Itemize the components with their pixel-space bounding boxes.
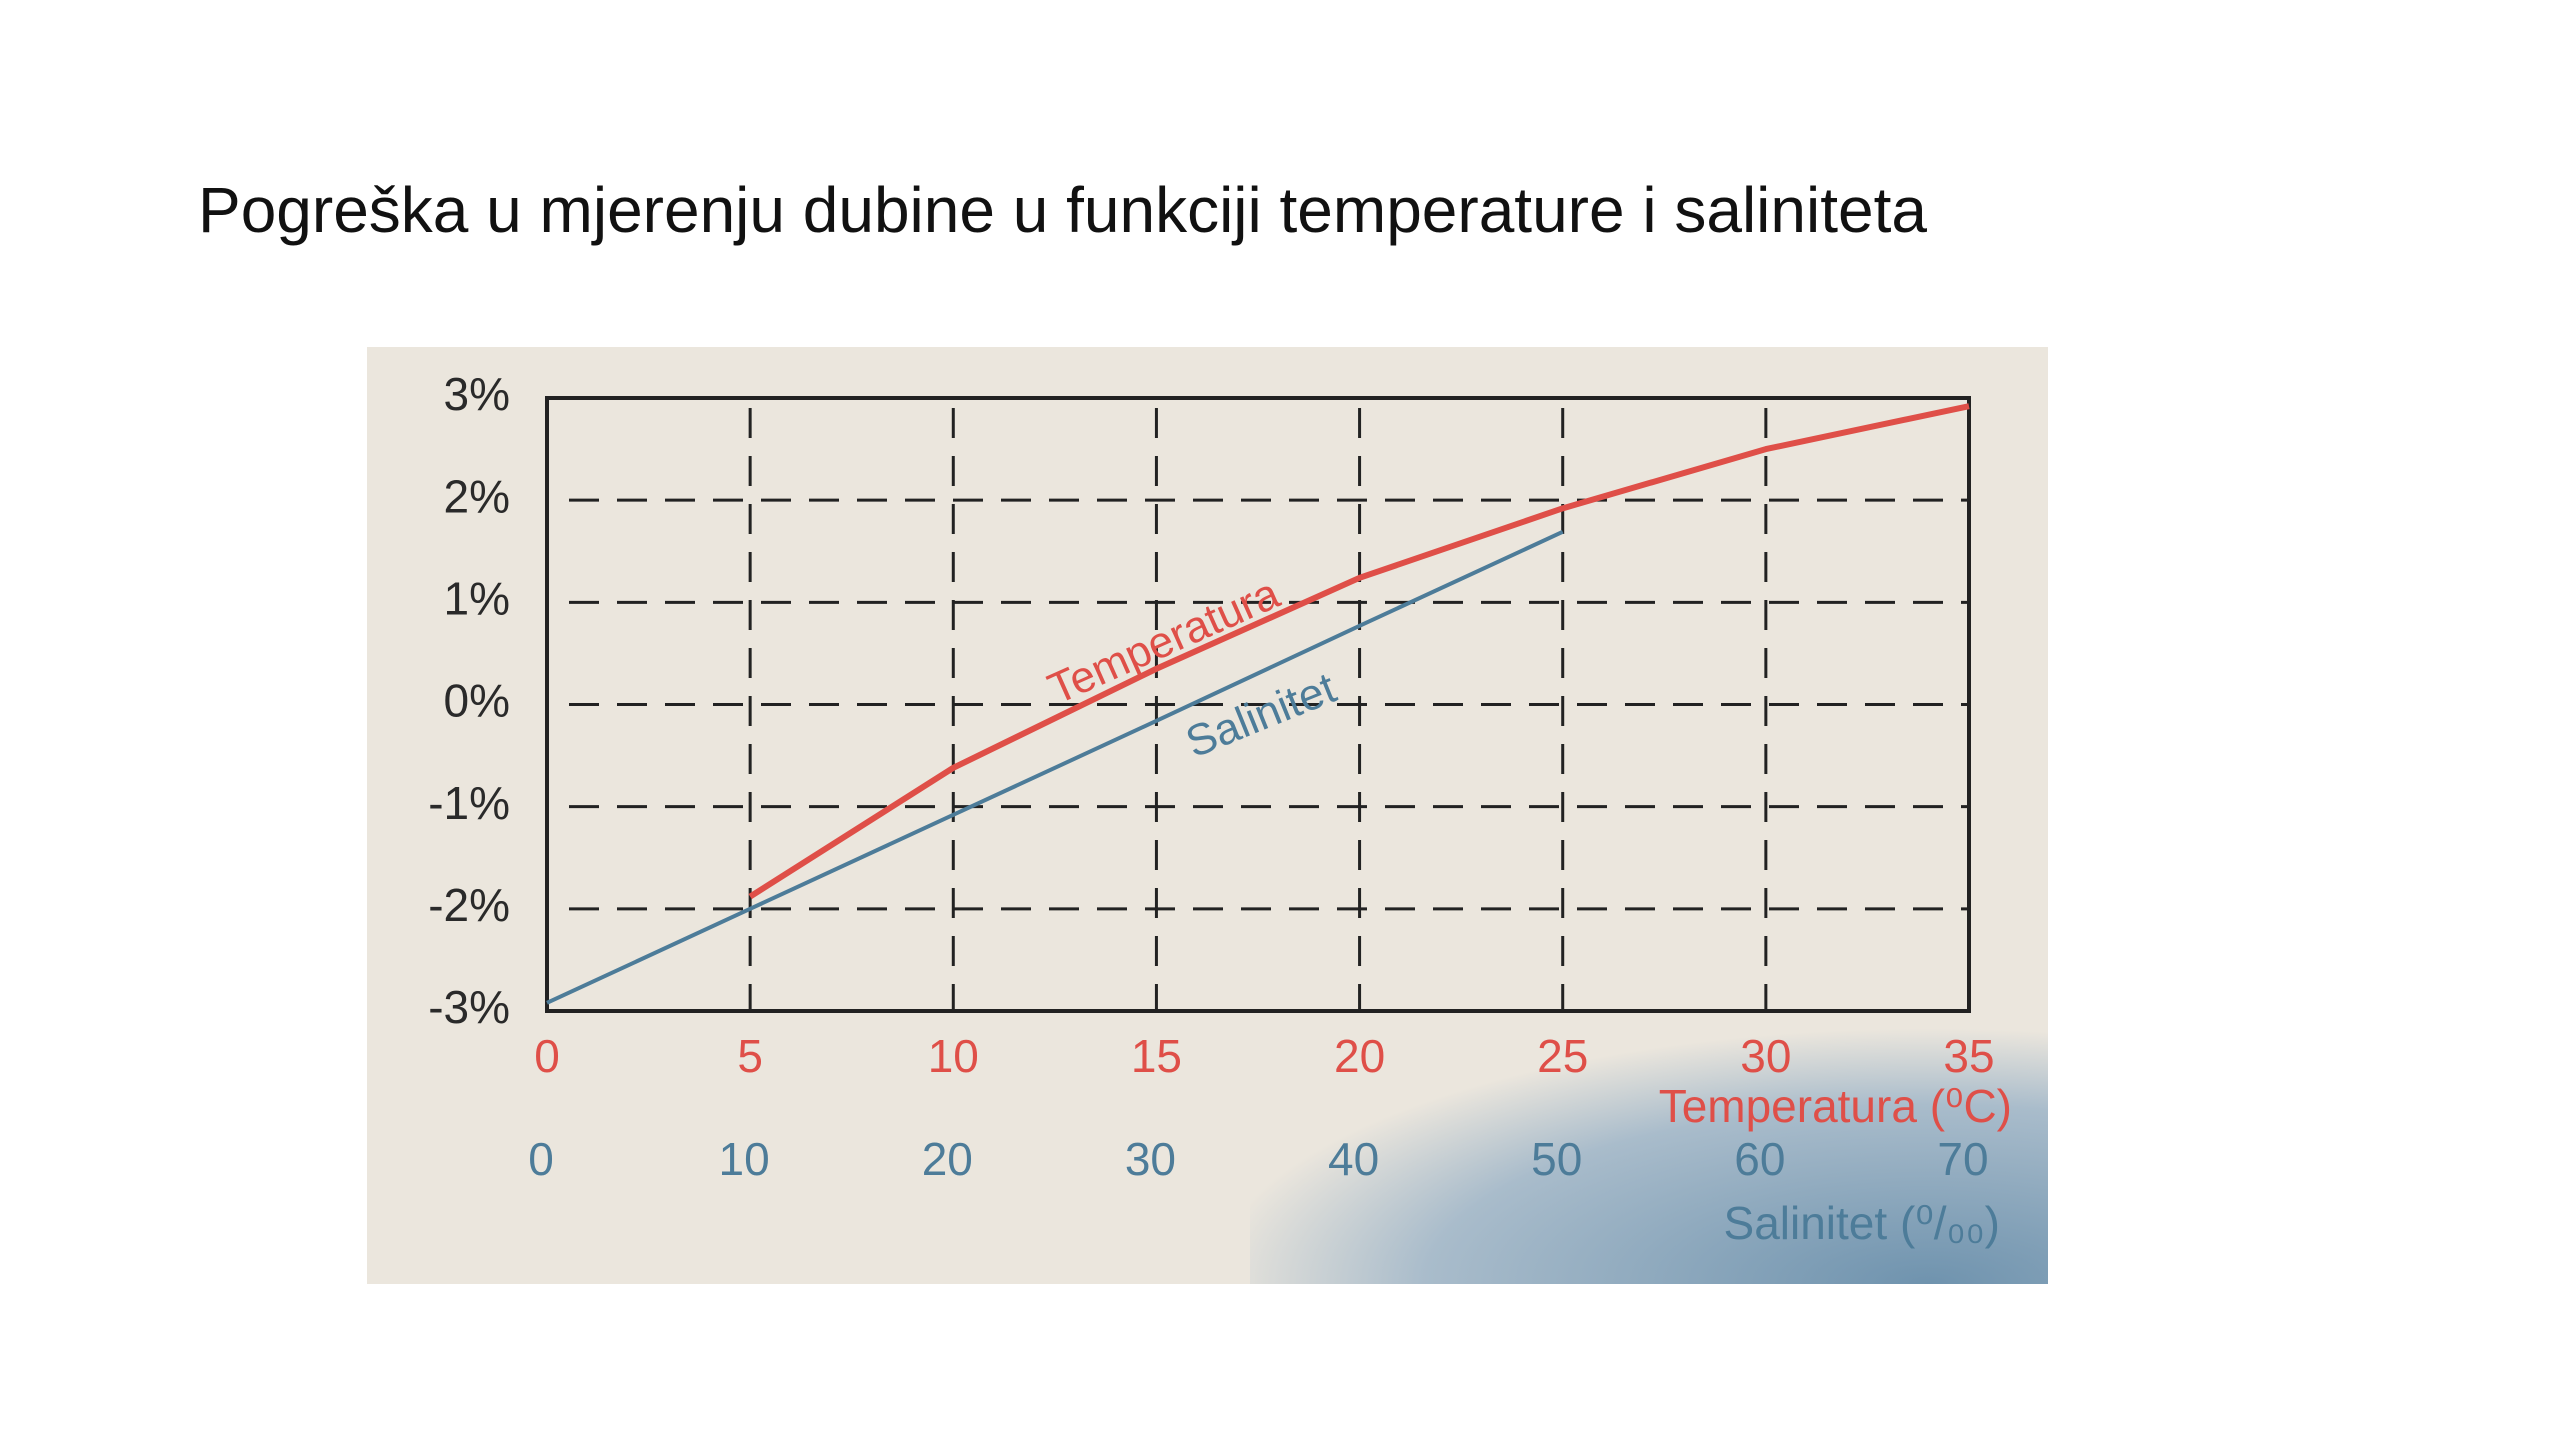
x-tick-label: 0 bbox=[534, 1030, 560, 1082]
series-line bbox=[748, 403, 1970, 900]
photo-shadow bbox=[1250, 1000, 2048, 1284]
x-axis-title: Temperatura (⁰C) bbox=[1659, 1080, 2012, 1132]
y-tick-label: -1% bbox=[428, 777, 510, 829]
x-tick-label: 35 bbox=[1943, 1030, 1994, 1082]
y-tick-label: 0% bbox=[444, 675, 510, 727]
x2-tick-label: 60 bbox=[1734, 1133, 1785, 1185]
x2-tick-label: 0 bbox=[528, 1133, 554, 1185]
x2-tick-label: 50 bbox=[1531, 1133, 1582, 1185]
x2-tick-label: 40 bbox=[1328, 1133, 1379, 1185]
y-tick-label: 1% bbox=[444, 572, 510, 624]
y-tick-label: 2% bbox=[444, 470, 510, 522]
x-tick-label: 15 bbox=[1131, 1030, 1182, 1082]
slide-title: Pogreška u mjerenju dubine u funkciji te… bbox=[198, 174, 1927, 246]
y-tick-label: -3% bbox=[428, 981, 510, 1033]
x-tick-label: 20 bbox=[1334, 1030, 1385, 1082]
x-tick-label: 5 bbox=[737, 1030, 763, 1082]
x-tick-label: 10 bbox=[928, 1030, 979, 1082]
x-tick-label: 30 bbox=[1740, 1030, 1791, 1082]
x2-tick-label: 30 bbox=[1125, 1133, 1176, 1185]
x2-tick-label: 70 bbox=[1937, 1133, 1988, 1185]
plot-frame bbox=[545, 396, 1971, 1013]
series-line bbox=[546, 530, 1564, 1005]
y-tick-label: -2% bbox=[428, 879, 510, 931]
x2-tick-label: 10 bbox=[719, 1133, 770, 1185]
x2-axis-title: Salinitet (⁰/₀₀) bbox=[1724, 1197, 2000, 1249]
x-tick-label: 25 bbox=[1537, 1030, 1588, 1082]
y-tick-label: 3% bbox=[444, 368, 510, 420]
x2-tick-label: 20 bbox=[922, 1133, 973, 1185]
